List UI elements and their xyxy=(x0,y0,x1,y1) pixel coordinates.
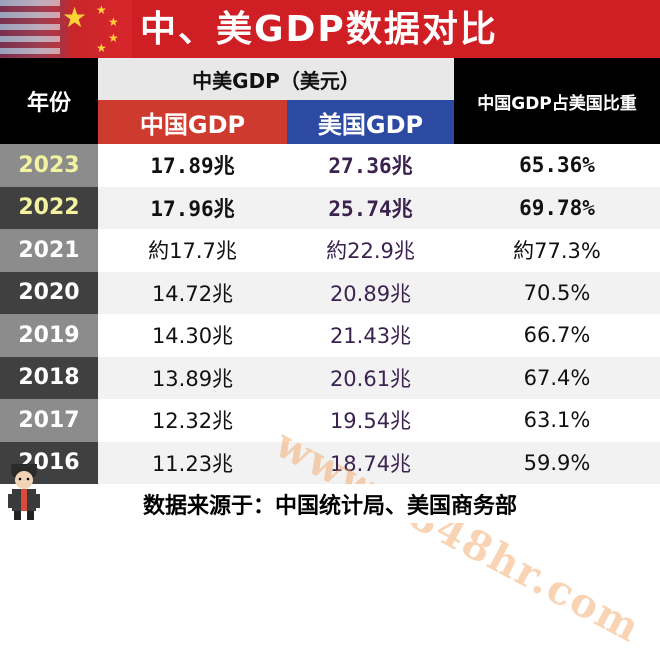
china-gdp-cell: 11.23兆 xyxy=(98,441,287,484)
header-year: 年份 xyxy=(0,58,98,144)
year-cell: 2023 xyxy=(0,144,98,187)
year-cell: 2019 xyxy=(0,314,98,357)
china-gdp-cell: 17.96兆 xyxy=(98,186,287,229)
title-bar: ★ ★ ★ ★ ★ 中、美GDP数据对比 xyxy=(0,0,660,58)
table-row: 2018 13.89兆 20.61兆 67.4% xyxy=(0,356,660,399)
china-gdp-cell: 17.89兆 xyxy=(150,154,235,179)
usa-gdp-cell: 18.74兆 xyxy=(287,441,454,484)
table-row: 2016 11.23兆 18.74兆 59.9% xyxy=(0,441,660,484)
china-gdp-cell: 14.72兆 xyxy=(98,271,287,314)
data-table: 2023 17.89兆 27.36兆 65.36% 2022 17.96兆 25… xyxy=(0,144,660,484)
usa-gdp-cell: 20.89兆 xyxy=(287,271,454,314)
year-cell: 2021 xyxy=(0,229,98,272)
china-gdp-cell: 14.30兆 xyxy=(151,324,234,349)
header-china-gdp: 中国GDP xyxy=(98,100,287,144)
usa-gdp-cell: 21.43兆 xyxy=(329,324,412,349)
usa-gdp-cell: 約22.9兆 xyxy=(326,239,415,264)
year-cell: 2020 xyxy=(0,271,98,314)
ratio-cell: 66.7% xyxy=(523,323,591,348)
source-footer: 数据来源于：中国统计局、美国商务部 xyxy=(0,484,660,523)
table-row: 2020 14.72兆 20.89兆 70.5% xyxy=(0,271,660,314)
header-ratio: 中国GDP占美国比重 xyxy=(454,58,660,144)
table-row: 2017 12.32兆 19.54兆 63.1% xyxy=(0,399,660,442)
ratio-cell: 69.78% xyxy=(454,186,660,229)
usa-gdp-cell: 20.61兆 xyxy=(287,356,454,399)
table-row: 2019 14.30兆 21.43兆 66.7% xyxy=(0,314,660,357)
table-row: 2023 17.89兆 27.36兆 65.36% xyxy=(0,144,660,187)
table-row: 2021 約17.7兆 約22.9兆 約77.3% xyxy=(0,229,660,272)
usa-gdp-cell: 27.36兆 xyxy=(328,154,413,179)
ratio-cell: 70.5% xyxy=(454,271,660,314)
ratio-cell: 65.36% xyxy=(519,153,595,178)
year-cell: 2017 xyxy=(0,399,98,442)
table-row: 2022 17.96兆 25.74兆 69.78% xyxy=(0,186,660,229)
china-gdp-cell: 13.89兆 xyxy=(98,356,287,399)
china-gdp-cell: 約17.7兆 xyxy=(148,239,237,264)
page-title: 中、美GDP数据对比 xyxy=(140,9,498,50)
ratio-cell: 67.4% xyxy=(454,356,660,399)
ratio-cell: 59.9% xyxy=(454,441,660,484)
year-cell: 2022 xyxy=(0,186,98,229)
header-gdp-group: 中美GDP（美元） xyxy=(98,58,454,100)
header-usa-gdp: 美国GDP xyxy=(287,100,454,144)
mascot-icon xyxy=(8,464,40,520)
ratio-cell: 63.1% xyxy=(523,408,591,433)
ratio-cell: 約77.3% xyxy=(513,239,601,264)
china-gdp-cell: 12.32兆 xyxy=(151,409,234,434)
year-cell: 2018 xyxy=(0,356,98,399)
usa-gdp-cell: 25.74兆 xyxy=(287,186,454,229)
flag-icon: ★ ★ ★ ★ ★ xyxy=(0,0,132,58)
usa-gdp-cell: 19.54兆 xyxy=(329,409,412,434)
